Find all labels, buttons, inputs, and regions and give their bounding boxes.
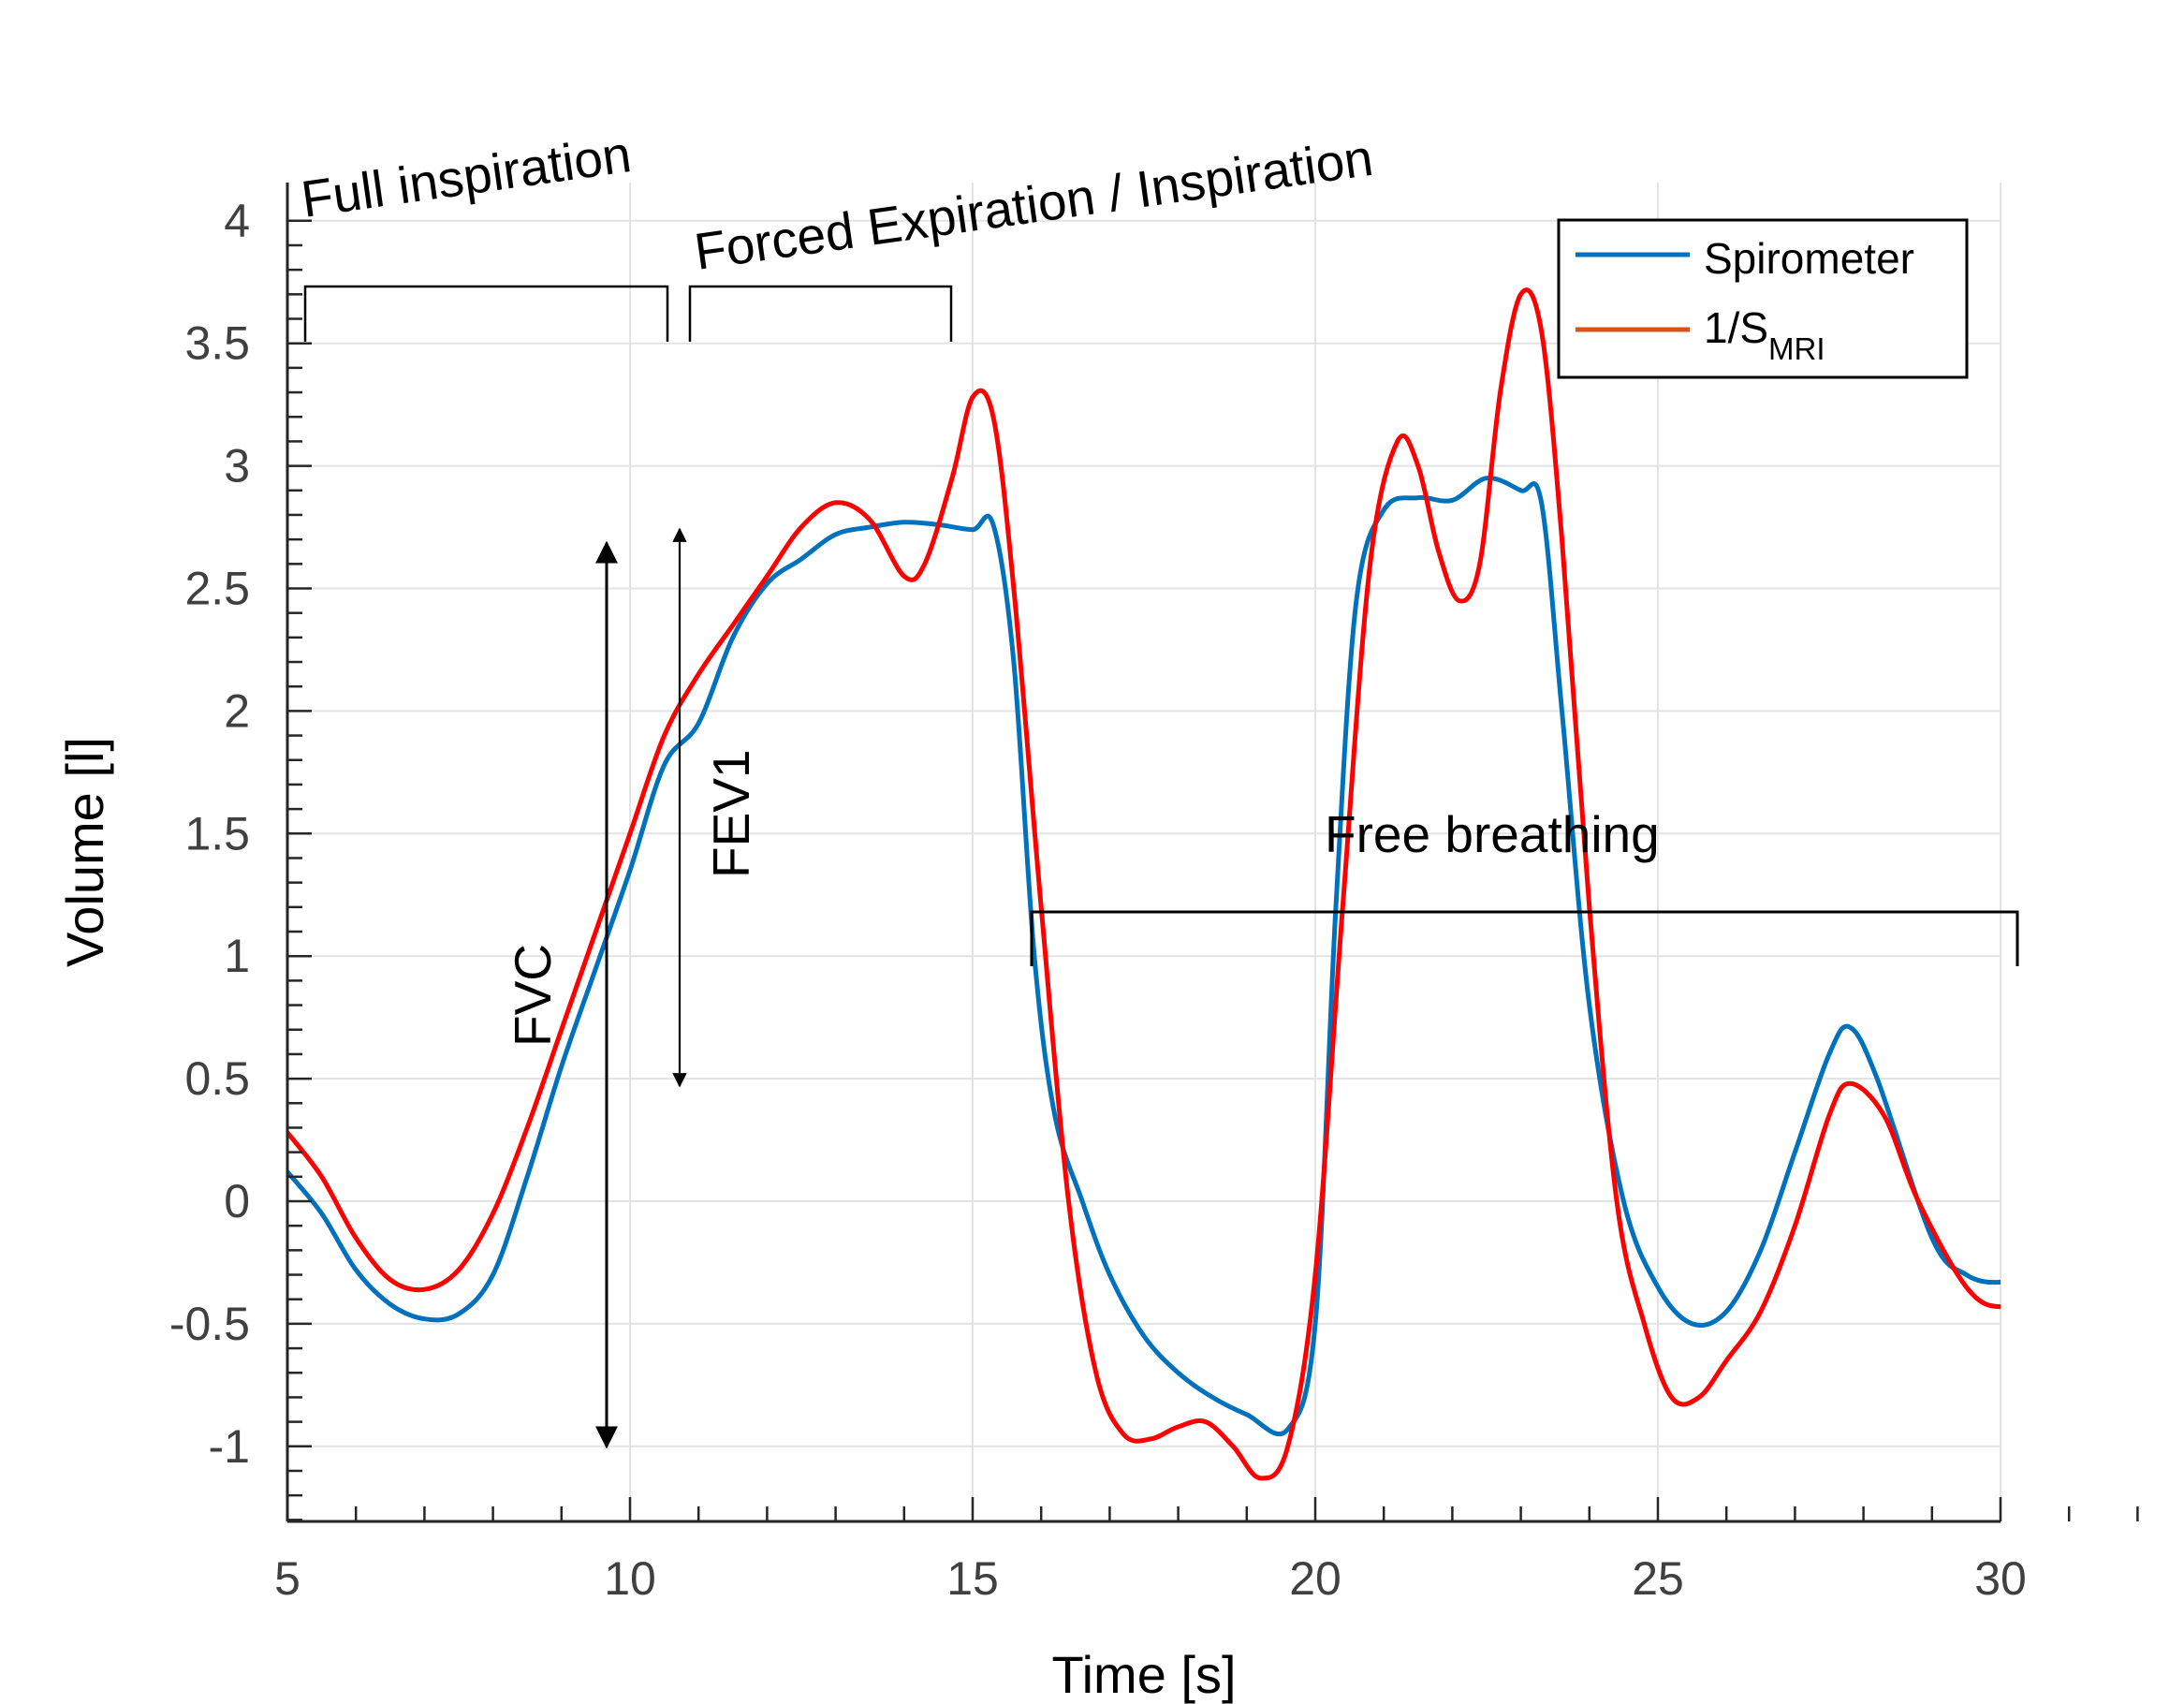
axes	[286, 183, 2001, 1523]
fvc-label: FVC	[504, 944, 562, 1047]
y-tick-label: 3	[224, 440, 250, 492]
y-tick-label: 3.5	[184, 317, 250, 370]
grid-lines	[286, 183, 2001, 1521]
forced-expiration-bracket	[688, 285, 953, 342]
free-breathing-bracket	[1030, 910, 2019, 966]
forced-expiration-label: Forced Expiration / Inspiration	[691, 128, 1376, 281]
y-tick-label: 0.5	[184, 1052, 250, 1105]
legend: Spirometer 1/SMRI	[1557, 218, 1969, 379]
full-inspiration-label: Full inspiration	[298, 125, 635, 228]
x-tick-label: 25	[1632, 1552, 1684, 1605]
y-tick-label: 4	[224, 195, 250, 247]
y-tick-label: 2	[224, 684, 250, 737]
legend-label-mri-sub: MRI	[1768, 331, 1825, 366]
y-tick-label: 1.5	[184, 807, 250, 859]
y-axis-label: Volume [l]	[55, 737, 114, 967]
legend-label-mri-main: 1/S	[1704, 303, 1768, 352]
x-tick-label: 30	[1974, 1552, 2027, 1605]
y-tick-label: 0	[224, 1175, 250, 1227]
series-line-mri	[287, 287, 2001, 1481]
legend-label-mri: 1/SMRI	[1704, 303, 1825, 366]
y-tick-label: 2.5	[184, 563, 250, 615]
series-line-spirometer	[287, 476, 2001, 1437]
legend-box	[1557, 218, 1969, 379]
x-tick-label: 20	[1289, 1552, 1341, 1605]
x-tick-label: 5	[274, 1552, 300, 1605]
x-axis-label: Time [s]	[1051, 1645, 1236, 1704]
ticks: 5101520253035404550-1-0.500.511.522.533.…	[169, 195, 2139, 1605]
full-inspiration-bracket	[303, 285, 669, 342]
y-tick-label: -1	[209, 1420, 250, 1473]
series-layer	[287, 287, 2001, 1481]
y-tick-label: 1	[224, 930, 250, 982]
x-tick-label: 10	[604, 1552, 656, 1605]
fev1-label: FEV1	[702, 749, 760, 878]
y-tick-label: -0.5	[169, 1298, 250, 1350]
free-breathing-label: Free breathing	[1325, 805, 1660, 863]
legend-label-spirometer: Spirometer	[1704, 234, 1914, 283]
x-tick-label: 15	[946, 1552, 999, 1605]
